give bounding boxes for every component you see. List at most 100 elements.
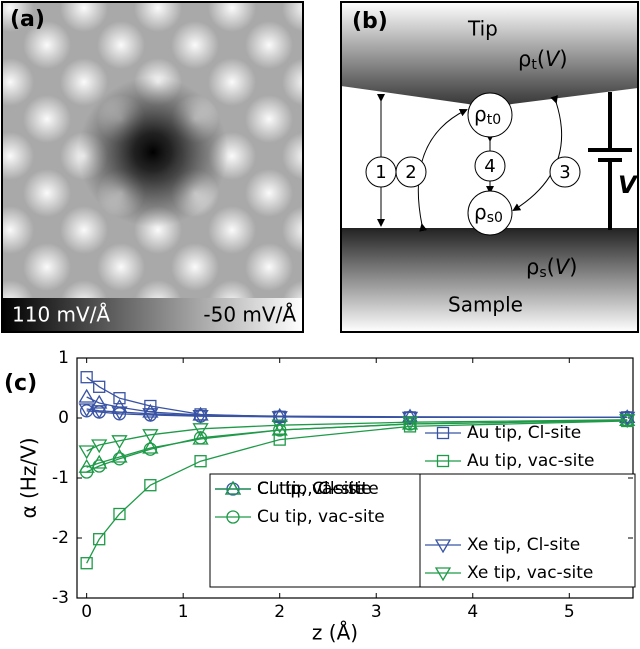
state-circle bbox=[467, 190, 513, 236]
marker bbox=[93, 533, 106, 546]
marker bbox=[226, 510, 240, 524]
tip-label: Tip bbox=[467, 17, 498, 41]
frame bbox=[340, 1, 639, 333]
marker bbox=[78, 403, 95, 418]
marker bbox=[80, 371, 93, 384]
arrow bbox=[417, 109, 468, 232]
paren: ) bbox=[569, 255, 577, 279]
legend-box bbox=[209, 473, 636, 588]
marker bbox=[78, 388, 95, 403]
process-circle bbox=[395, 156, 427, 188]
marker bbox=[434, 539, 452, 554]
marker bbox=[80, 557, 93, 570]
subscript: s0 bbox=[487, 210, 503, 226]
marker bbox=[91, 405, 108, 420]
paren: ( bbox=[547, 255, 555, 279]
marker bbox=[192, 430, 209, 445]
colorbar bbox=[2, 298, 303, 332]
colorbar-min: -50 mV/Å bbox=[203, 303, 296, 327]
marker bbox=[401, 416, 419, 431]
sample-shape bbox=[341, 228, 638, 332]
legend-label: Xe tip, vac-site bbox=[467, 563, 593, 583]
marker bbox=[436, 454, 450, 468]
symbol: ρ bbox=[526, 255, 539, 279]
x-tick-label: 4 bbox=[467, 602, 478, 622]
marker bbox=[192, 423, 209, 438]
x-tick-label: 1 bbox=[178, 602, 189, 622]
process-number: 4 bbox=[484, 156, 495, 177]
series-line bbox=[86, 420, 628, 564]
panel-a: (a) 110 mV/Å -50 mV/Å bbox=[1, 1, 304, 333]
marker bbox=[224, 480, 242, 495]
panel-c: (c) z (Å) α (Hz/V) -3 -2 -1 0 1 0 1 2 3 4 5 Cu tip,… bbox=[4, 348, 636, 645]
marker bbox=[91, 394, 108, 409]
sample-label: Sample bbox=[448, 293, 523, 317]
x-tick-label: 3 bbox=[371, 602, 382, 622]
marker bbox=[78, 458, 95, 473]
frame bbox=[1, 1, 304, 333]
legend-label: Cl tip, vac-site bbox=[257, 479, 379, 499]
x-tick-label: 5 bbox=[564, 602, 575, 622]
marker bbox=[271, 419, 288, 434]
paren: ) bbox=[559, 47, 567, 71]
symbol: ρ bbox=[518, 47, 531, 71]
marker bbox=[271, 407, 288, 422]
marker bbox=[93, 380, 106, 393]
marker bbox=[619, 414, 636, 429]
y-tick-label: 1 bbox=[58, 348, 69, 368]
marker bbox=[619, 411, 636, 426]
bias-label: V bbox=[618, 171, 639, 199]
y-tick-label: -1 bbox=[52, 468, 69, 488]
marker bbox=[142, 439, 159, 454]
legend-label: Au tip, Cl-site bbox=[467, 423, 581, 443]
process-circle bbox=[549, 156, 581, 188]
x-tick-label: 0 bbox=[81, 602, 92, 622]
marker bbox=[142, 403, 159, 418]
arrow bbox=[512, 95, 563, 212]
tip-shape bbox=[341, 2, 638, 107]
x-tick-label: 2 bbox=[274, 602, 285, 622]
series-line bbox=[86, 376, 628, 419]
rho-s0: ρs0 bbox=[474, 200, 503, 227]
legend-label: Cl tip, Cl-site bbox=[257, 479, 365, 499]
marker bbox=[91, 454, 108, 469]
marker bbox=[273, 433, 286, 446]
legend-label: Cu tip, Cl-site bbox=[257, 479, 371, 499]
state-circle bbox=[467, 92, 513, 138]
marker bbox=[78, 445, 95, 460]
rho-t0: ρt0 bbox=[474, 102, 501, 129]
marker bbox=[142, 408, 159, 423]
variable: V bbox=[555, 255, 571, 279]
subscript: t0 bbox=[487, 112, 501, 128]
y-tick-label: -3 bbox=[52, 588, 69, 608]
marker bbox=[111, 406, 128, 421]
marker bbox=[271, 411, 288, 426]
paren: ( bbox=[537, 47, 545, 71]
marker bbox=[436, 426, 450, 440]
process-number: 2 bbox=[405, 162, 416, 183]
legend-label: Xe tip, Cl-site bbox=[467, 535, 580, 555]
marker bbox=[91, 439, 108, 454]
colorbar-max: 110 mV/Å bbox=[12, 303, 110, 327]
symbol: ρ bbox=[474, 102, 487, 126]
legend-label: Au tip, vac-site bbox=[467, 451, 594, 471]
legend-label: Cu tip, vac-site bbox=[257, 507, 385, 527]
marker bbox=[271, 421, 288, 436]
panel-b: 1 2 4 3 ρt0 ρs0 (b) Tip ρt(V) ρs(V) Samp… bbox=[340, 1, 639, 333]
marker bbox=[142, 429, 159, 444]
rho-s: ρs(V) bbox=[526, 255, 577, 281]
process-circle bbox=[474, 150, 506, 182]
process-number: 3 bbox=[559, 162, 570, 183]
marker bbox=[113, 507, 126, 521]
symbol: ρ bbox=[474, 200, 487, 224]
y-tick-label: -2 bbox=[52, 528, 69, 548]
panel-label: (b) bbox=[352, 9, 388, 34]
y-axis-label: α (Hz/V) bbox=[17, 437, 41, 518]
variable: V bbox=[545, 47, 561, 71]
marker bbox=[401, 411, 419, 426]
process-number: 1 bbox=[375, 162, 386, 183]
vacancy bbox=[78, 77, 228, 227]
panel-label: (a) bbox=[10, 7, 45, 32]
marker bbox=[619, 409, 636, 424]
